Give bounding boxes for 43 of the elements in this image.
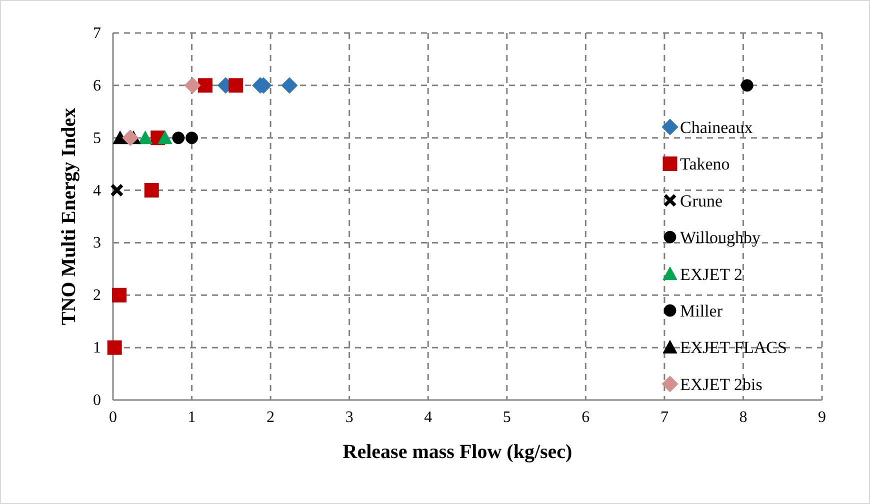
legend-label: EXJET FLACS [680,338,787,358]
y-tick-label: 2 [93,287,101,304]
point [112,130,128,144]
x-tick-label: 5 [502,409,511,426]
x-tick-label: 2 [266,409,275,426]
x-tick-label: 6 [582,409,590,426]
legend-label: Willoughby [680,228,762,248]
point [186,132,198,144]
legend-label: Grune [680,191,722,210]
point [110,184,124,198]
point [122,130,139,146]
point [184,77,201,94]
x-tick-label: 1 [188,409,196,426]
x-tick-label: 3 [345,409,354,426]
legend-label: Chaineaux [680,118,754,137]
y-tick-label: 7 [93,25,101,42]
x-tick-label: 9 [818,409,826,426]
x-tick-label: 7 [660,409,668,426]
point [281,77,298,94]
x-tick-label: 8 [739,409,748,426]
x-tick-label: 0 [109,409,117,426]
y-tick-label: 5 [93,130,101,147]
legend-label: EXJET 2bis [680,374,762,394]
legend-label: Takeno [680,154,730,174]
point [158,130,172,144]
point [138,130,153,144]
point [144,183,159,198]
point [107,340,122,355]
point [228,78,244,93]
y-tick-label: 6 [93,77,101,94]
legend-label: EXJET 2 [680,264,742,284]
y-axis-title: TNO Multi Energy Index [58,108,80,326]
point [198,78,212,93]
y-tick-label: 0 [93,392,101,409]
y-tick-label: 3 [93,234,101,252]
y-tick-label: 1 [93,340,101,357]
legend-label: Miller [680,302,723,320]
x-tick-label: 4 [424,409,432,426]
point [112,288,127,302]
y-tick-label: 4 [93,182,101,200]
point [740,79,754,92]
point [172,132,185,144]
x-axis-title: Release mass Flow (kg/sec) [342,441,572,463]
